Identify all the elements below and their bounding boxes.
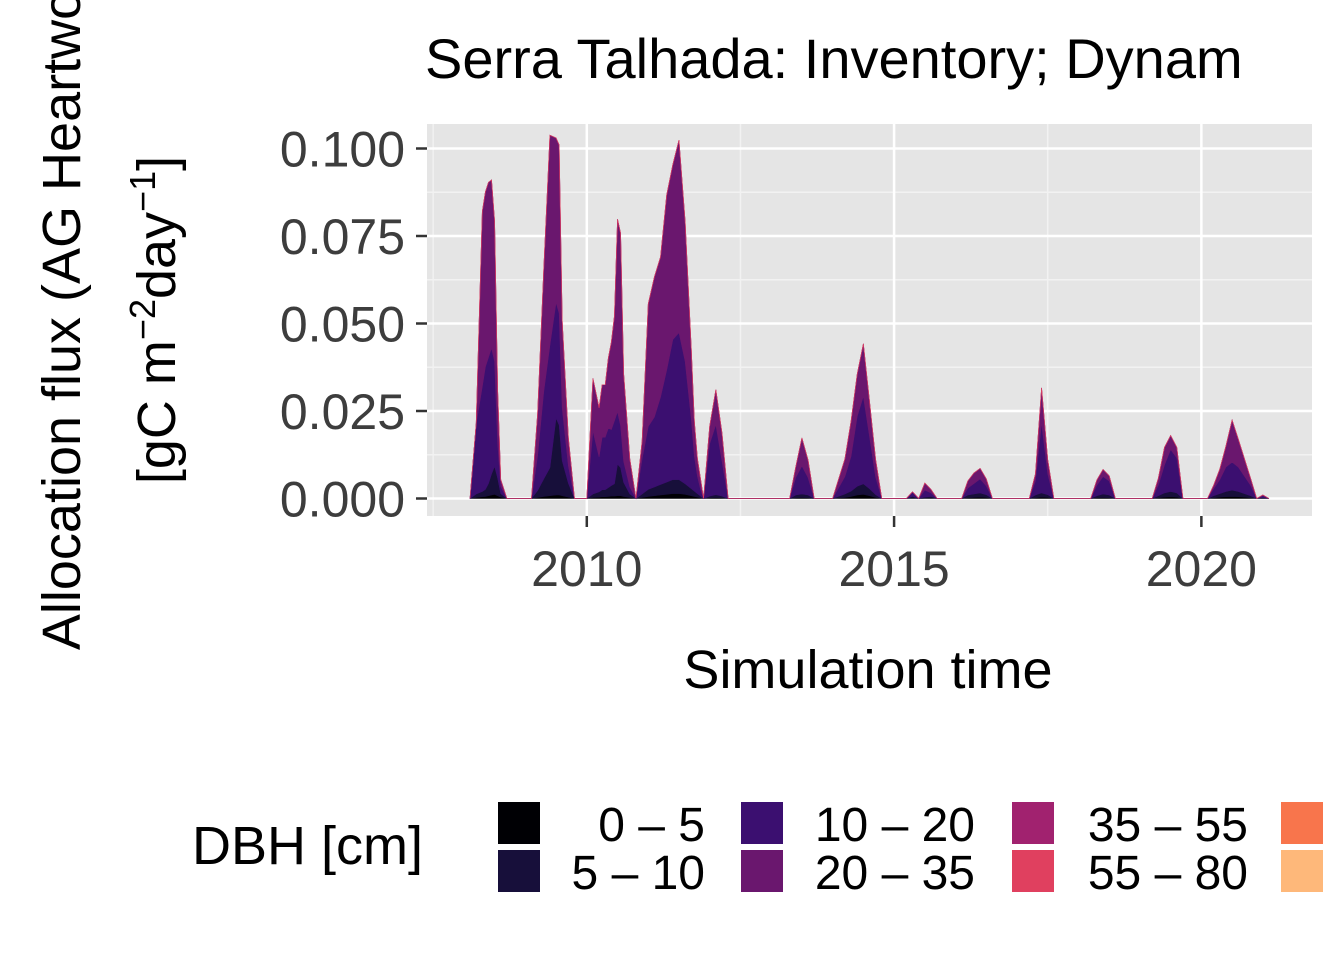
y-tick-label: 0.050 — [280, 297, 405, 353]
stacked-areas — [469, 134, 1270, 500]
y-tick-label: 0.000 — [280, 472, 405, 528]
x-axis-title: Simulation time — [683, 640, 1052, 700]
legend-key-6 — [1279, 800, 1325, 846]
y-tick-label: 0.025 — [280, 384, 405, 440]
y-tick-label: 0.100 — [280, 122, 405, 178]
legend-key-0 — [496, 800, 542, 846]
legend-label-4: 35 – 55 — [1088, 799, 1248, 852]
legend-key-1 — [496, 848, 542, 894]
y-unit-suffix: ] — [127, 156, 187, 171]
y-unit-prefix: [gC m — [127, 340, 187, 484]
legend-title: DBH [cm] — [192, 816, 423, 876]
y-unit-sup1: −2 — [122, 299, 163, 340]
legend-key-4 — [1010, 800, 1056, 846]
y-axis-title: Allocation flux (AG Heartwo [gC m−2day−1… — [32, 0, 187, 650]
legend-key-7 — [1279, 848, 1325, 894]
legend-key-5 — [1010, 848, 1056, 894]
y-tick-label: 0.075 — [280, 209, 405, 265]
x-axis: 2010 2015 2020 — [531, 516, 1257, 597]
grid-minor — [427, 124, 1312, 516]
legend-key-2 — [739, 800, 785, 846]
y-unit-mid: day — [127, 212, 187, 299]
x-tick-label: 2015 — [838, 541, 949, 597]
y-unit-sup2: −1 — [122, 171, 163, 212]
y-axis-title-line1: Allocation flux (AG Heartwo — [32, 0, 92, 650]
chart-title: Serra Talhada: Inventory; Dynam — [425, 27, 1243, 90]
x-tick-label: 2020 — [1146, 541, 1257, 597]
y-axis-title-line2: [gC m−2day−1] — [122, 156, 187, 484]
legend-label-0: 0 – 5 — [598, 799, 705, 852]
legend-label-3: 20 – 35 — [815, 847, 975, 900]
legend-label-1: 5 – 10 — [572, 847, 705, 900]
y-axis: 0.000 0.025 0.050 0.075 0.100 — [280, 122, 427, 528]
legend-label-2: 10 – 20 — [815, 799, 975, 852]
legend-label-5: 55 – 80 — [1088, 847, 1248, 900]
x-tick-label: 2010 — [531, 541, 642, 597]
legend-key-3 — [739, 848, 785, 894]
